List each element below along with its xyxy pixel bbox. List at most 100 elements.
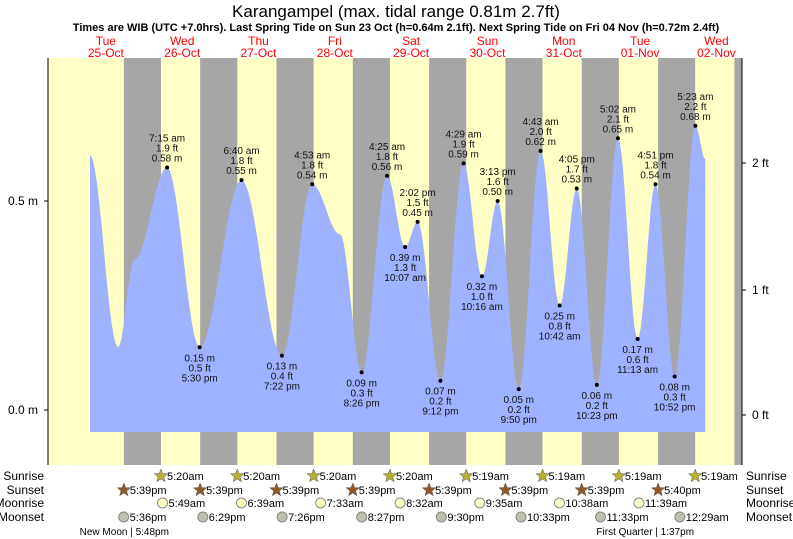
tide-low-ft-label: 0.2 ft <box>429 397 451 408</box>
tide-point <box>495 199 500 203</box>
tide-low-m-label: 0.13 m <box>267 362 298 373</box>
tide-high-m-label: 0.68 m <box>680 112 711 123</box>
day-label-date: 26-Oct <box>164 46 201 60</box>
tide-low-time-label: 10:16 am <box>461 302 503 313</box>
tide-high-m-label: 0.53 m <box>561 174 592 185</box>
moonrise-icon <box>394 497 406 509</box>
tide-low-m-label: 0.08 m <box>659 383 690 394</box>
sunrise-icon <box>687 468 703 483</box>
day-label-weekday: Fri <box>328 34 342 48</box>
tide-low-ft-label: 0.2 ft <box>586 401 608 412</box>
tide-high-m-label: 0.58 m <box>152 154 183 165</box>
tide-low-time-label: 11:13 am <box>617 365 658 376</box>
moonset-icon <box>595 511 607 523</box>
sunset-time: 5:39pm <box>588 485 625 497</box>
moonrise-icon <box>235 497 247 509</box>
tide-high-m-label: 0.50 m <box>482 187 513 198</box>
moonrise-time: 10:38am <box>565 498 608 510</box>
tide-high-m-label: 0.54 m <box>640 170 671 181</box>
sunset-time: 5:39pm <box>206 485 243 497</box>
tide-high-time-label: 4:51 pm <box>637 150 673 161</box>
moonset-time: 11:33pm <box>607 512 649 524</box>
tide-low-ft-label: 0.2 ft <box>508 405 530 416</box>
moonrise-icon <box>633 497 645 509</box>
tide-high-time-label: 5:23 am <box>677 92 713 103</box>
tide-point <box>415 219 420 224</box>
day-label-date: 02-Nov <box>697 46 736 60</box>
moonset-time: 9:30pm <box>447 512 484 524</box>
day-label-weekday: Thu <box>248 34 269 48</box>
day-label-weekday: Wed <box>170 34 194 48</box>
tide-low-m-label: 0.17 m <box>622 345 653 356</box>
sunset-icon <box>498 482 513 497</box>
tide-low-ft-label: 0.3 ft <box>351 388 373 399</box>
left-axis-tick-label: 0.5 m <box>8 194 38 208</box>
tide-high-ft-label: 2.0 ft <box>529 127 551 138</box>
tide-low-time-label: 10:42 am <box>539 332 581 343</box>
tide-low-time-label: 5:30 pm <box>182 373 218 384</box>
moon-phase-label: New Moon | 5:48pm <box>80 527 169 538</box>
tide-point <box>197 345 202 350</box>
tide-point <box>479 274 484 279</box>
sunset-time: 5:39pm <box>359 485 396 497</box>
sunrise-row-label-left: Sunrise <box>3 469 44 483</box>
tide-point <box>635 336 640 341</box>
tide-high-time-label: 4:25 am <box>369 142 405 153</box>
sunset-time: 5:40pm <box>664 485 701 497</box>
tide-low-time-label: 7:22 pm <box>264 382 300 393</box>
sunrise-time: 5:19am <box>472 471 509 483</box>
tide-low-m-label: 0.15 m <box>184 353 215 364</box>
tide-high-time-label: 2:02 pm <box>400 188 436 199</box>
tide-low-time-label: 9:50 pm <box>501 415 537 426</box>
tide-low-time-label: 8:26 pm <box>344 398 380 409</box>
sunset-row-label-left: Sunset <box>7 483 45 497</box>
moonset-time: 6:29pm <box>209 512 246 524</box>
moonset-icon <box>515 511 527 523</box>
sunset-icon <box>650 482 666 497</box>
sunrise-icon <box>458 468 474 483</box>
day-label-weekday: Tue <box>630 34 651 48</box>
tide-high-time-label: 4:53 am <box>294 150 330 161</box>
sunrise-time: 5:20am <box>320 471 357 483</box>
nighttime-band <box>734 58 742 465</box>
tide-point <box>615 136 620 141</box>
tide-low-time-label: 10:07 am <box>384 273 426 284</box>
tide-high-time-label: 7:15 am <box>149 134 185 145</box>
day-label-date: 01-Nov <box>621 46 660 60</box>
sunrise-icon <box>153 468 169 483</box>
tide-low-m-label: 0.05 m <box>503 395 534 406</box>
tide-high-m-label: 0.55 m <box>226 166 257 177</box>
tide-high-ft-label: 1.8 ft <box>230 156 252 167</box>
tide-point <box>310 182 315 187</box>
tide-high-ft-label: 2.2 ft <box>684 102 706 113</box>
tide-point <box>672 374 677 379</box>
tide-low-m-label: 0.09 m <box>346 378 377 389</box>
sunrise-time: 5:20am <box>396 471 433 483</box>
tide-high-ft-label: 1.8 ft <box>301 160 323 171</box>
moonrise-row-label-right: Moonrise <box>746 496 793 510</box>
day-label-date: 27-Oct <box>240 46 277 60</box>
tide-high-m-label: 0.54 m <box>297 170 328 181</box>
tide-low-time-label: 10:52 pm <box>654 403 696 414</box>
moonset-icon <box>435 511 447 523</box>
tide-high-time-label: 5:02 am <box>600 104 636 115</box>
moonset-time: 8:27pm <box>368 512 405 524</box>
tide-point <box>574 186 579 191</box>
tide-low-m-label: 0.39 m <box>390 253 421 264</box>
sunset-row-label-right: Sunset <box>746 483 784 497</box>
tide-low-ft-label: 0.6 ft <box>626 355 648 366</box>
tide-low-ft-label: 1.0 ft <box>471 292 493 303</box>
tide-point <box>461 161 466 166</box>
day-label-weekday: Wed <box>704 34 728 48</box>
moon-phase-label: First Quarter | 1:37pm <box>596 527 694 538</box>
moonset-time: 10:33pm <box>527 512 570 524</box>
tide-high-ft-label: 1.5 ft <box>406 198 428 209</box>
day-label-date: 28-Oct <box>317 46 354 60</box>
moonset-icon <box>197 511 209 523</box>
sunset-icon <box>574 482 590 497</box>
tide-point <box>594 382 599 387</box>
tide-low-m-label: 0.06 m <box>582 391 613 402</box>
sunrise-time: 5:20am <box>167 471 204 483</box>
right-axis-tick-label: 2 ft <box>752 156 769 170</box>
